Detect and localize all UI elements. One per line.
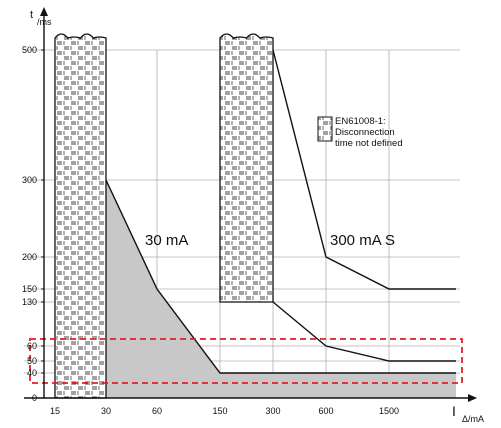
y-axis-arrow [40, 7, 48, 16]
y-tick-label: 300 [22, 175, 37, 185]
y-tick-label: 0 [32, 393, 37, 403]
y-tick-label: 200 [22, 252, 37, 262]
series-line-1 [105, 179, 456, 374]
x-tick-label: 30 [101, 406, 111, 416]
labels: 500 300 200 150 130 60 50 40 0 15 30 60 150 300 600 150… [22, 9, 484, 424]
y-tick-label: 40 [27, 368, 37, 378]
x-tick-label: 1500 [379, 406, 399, 416]
y-tick-label: 150 [22, 284, 37, 294]
x-tick-label: 150 [212, 406, 227, 416]
legend-text: EN61008-1: [335, 116, 386, 127]
series-lines [105, 49, 456, 374]
area-fill [106, 180, 456, 398]
series-label-30ma: 30 mA [145, 232, 188, 249]
legend-text: time not defined [335, 138, 403, 149]
legend-swatch [317, 116, 333, 142]
x-tick-label: 15 [50, 406, 60, 416]
legend-text: Disconnection [335, 127, 395, 138]
y-axis-unit: /ms [37, 17, 52, 27]
series-line-2 [272, 49, 456, 290]
x-tick-label: 600 [318, 406, 333, 416]
y-axis-label: t [30, 9, 33, 21]
x-axis-arrow [468, 394, 477, 402]
highlight-rect [29, 338, 463, 384]
y-tick-label: 50 [27, 356, 37, 366]
area-under-30ma [106, 180, 456, 398]
undefined-region-2 [219, 33, 274, 303]
y-tick-label: 500 [22, 45, 37, 55]
x-tick-label: 300 [265, 406, 280, 416]
axes [24, 7, 477, 402]
highlight-band [29, 338, 463, 384]
undefined-regions [54, 33, 274, 399]
undefined-region-1 [54, 33, 107, 399]
x-axis-label: I [452, 403, 456, 419]
series-line-3 [272, 301, 456, 362]
y-tick-label: 60 [27, 341, 37, 351]
x-tick-label: 60 [152, 406, 162, 416]
x-axis-unit: Δ/mA [462, 414, 484, 424]
series-label-300ma-s: 300 mA S [330, 232, 395, 249]
y-tick-label: 130 [22, 297, 37, 307]
